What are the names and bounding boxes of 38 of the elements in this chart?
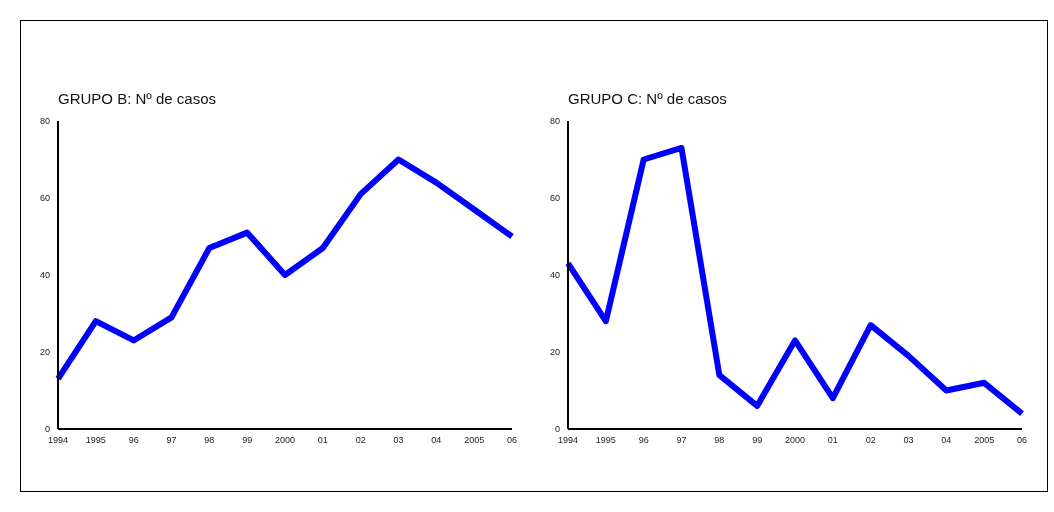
x-tick-label: 02 <box>865 435 876 446</box>
x-tick-label: 96 <box>128 435 139 446</box>
x-tick-label: 01 <box>827 435 838 446</box>
x-tick-label: 99 <box>752 435 763 446</box>
x-tick-label: 02 <box>355 435 366 446</box>
x-tick-label: 2005 <box>974 435 995 446</box>
x-tick-label: 1994 <box>557 435 579 446</box>
y-tick-label: 80 <box>39 116 50 127</box>
y-tick-label: 80 <box>549 116 560 127</box>
x-tick-label: 97 <box>676 435 687 446</box>
chart-title: GRUPO C: Nº de casos <box>568 90 727 107</box>
y-tick-label: 40 <box>39 270 50 281</box>
x-tick-label: 2000 <box>784 435 806 446</box>
x-tick-label: 1995 <box>595 435 616 446</box>
y-tick-label: 0 <box>554 424 560 435</box>
x-tick-label: 1995 <box>85 435 106 446</box>
y-tick-label: 60 <box>549 193 560 204</box>
x-tick-label: 97 <box>166 435 177 446</box>
y-tick-label: 60 <box>39 193 50 204</box>
x-tick-label: 01 <box>317 435 328 446</box>
y-tick-label: 40 <box>549 270 560 281</box>
x-tick-label: 04 <box>941 435 952 446</box>
x-tick-label: 03 <box>393 435 404 446</box>
y-tick-label: 20 <box>549 347 560 358</box>
x-tick-label: 1994 <box>47 435 69 446</box>
x-tick-label: 99 <box>242 435 253 446</box>
x-tick-label: 2005 <box>464 435 485 446</box>
x-tick-label: 06 <box>1016 435 1028 446</box>
x-tick-label: 2000 <box>274 435 296 446</box>
chart-title: GRUPO B: Nº de casos <box>58 90 217 107</box>
x-tick-label: 03 <box>903 435 914 446</box>
x-tick-label: 98 <box>204 435 215 446</box>
x-tick-label: 98 <box>714 435 725 446</box>
y-tick-label: 20 <box>39 347 50 358</box>
x-tick-label: 06 <box>506 435 518 446</box>
x-tick-label: 04 <box>431 435 442 446</box>
y-tick-label: 0 <box>44 424 50 435</box>
x-tick-label: 96 <box>638 435 649 446</box>
